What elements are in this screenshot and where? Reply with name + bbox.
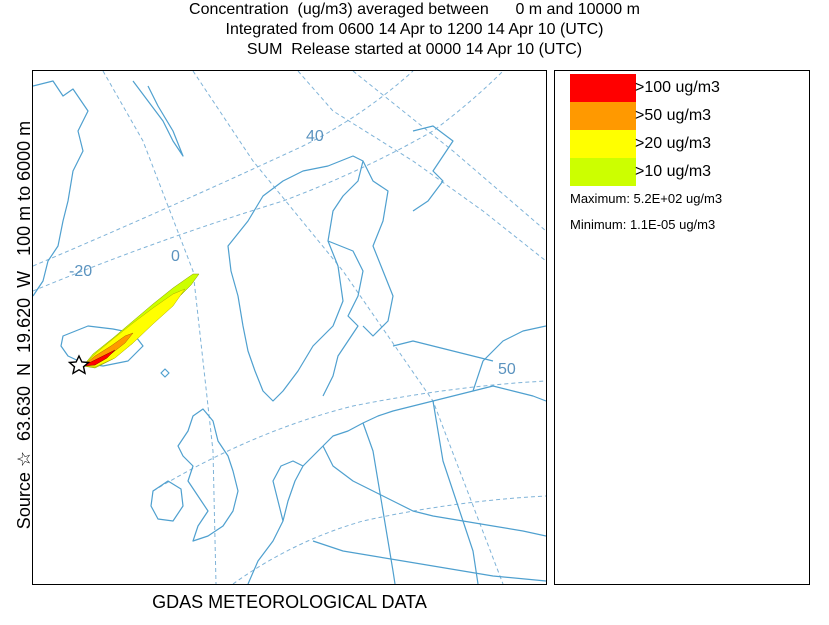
grid-label: 40	[306, 128, 324, 145]
legend-label-100: >100 ug/m3	[635, 79, 720, 96]
meridian-line	[192, 71, 504, 584]
meridian-line	[352, 71, 546, 232]
legend-maximum: Maximum: 5.2E+02 ug/m3	[570, 191, 723, 206]
parallel-line	[33, 71, 504, 292]
legend-swatch-20	[570, 130, 636, 158]
legend-swatch-100	[570, 74, 636, 102]
continent-coast	[247, 385, 546, 584]
ireland-coast	[150, 480, 184, 522]
map-svg: 40 0 -20 50	[33, 71, 546, 584]
border-line	[322, 445, 546, 537]
parallel-line	[232, 495, 546, 584]
coastlines	[33, 80, 546, 584]
kola-coast	[412, 125, 454, 212]
baltic-states-coast	[392, 340, 494, 362]
map-panel: 40 0 -20 50	[32, 70, 547, 585]
legend-swatch-10	[570, 158, 636, 186]
source-star-icon	[67, 354, 91, 375]
legend-label-10: >10 ug/m3	[635, 163, 712, 180]
faroe-coast	[160, 368, 170, 378]
svalbard-coast	[132, 80, 184, 157]
grid-label: 50	[498, 361, 516, 378]
finland-coast	[362, 160, 394, 337]
legend-label-50: >50 ug/m3	[635, 107, 712, 124]
grid-label: 0	[171, 248, 180, 265]
meridian-line	[297, 71, 546, 262]
legend-label-20: >20 ug/m3	[635, 135, 712, 152]
legend-minimum: Minimum: 1.1E-05 ug/m3	[570, 217, 716, 232]
graticule	[33, 71, 546, 584]
meridian-line	[102, 71, 217, 584]
border-line	[312, 540, 546, 582]
legend-swatch-50	[570, 102, 636, 130]
denmark-coast	[272, 460, 304, 522]
parallel-line	[152, 380, 546, 492]
grid-label: -20	[69, 263, 92, 280]
greenland-coast	[33, 80, 89, 297]
ash-plume	[82, 273, 200, 369]
title-line-1: Concentration (ug/m3) averaged between 0…	[189, 1, 640, 18]
footer-label: GDAS METEOROLOGICAL DATA	[152, 592, 427, 612]
legend-panel: >100 ug/m3 >50 ug/m3 >20 ug/m3 >10 ug/m3…	[554, 70, 810, 585]
parallel-line	[33, 71, 414, 267]
plume-100-contour	[82, 349, 116, 367]
sweden-finland-border	[322, 240, 364, 397]
great-britain-coast	[177, 408, 239, 542]
border-line	[472, 325, 546, 392]
title-line-3: SUM Release started at 0000 14 Apr 10 (U…	[246, 41, 583, 58]
norway-sweden-coast	[227, 155, 364, 402]
border-line	[432, 400, 479, 584]
title-line-2: Integrated from 0600 14 Apr to 1200 14 A…	[225, 21, 604, 38]
iceland-coast	[60, 325, 144, 367]
border-line	[362, 422, 396, 584]
